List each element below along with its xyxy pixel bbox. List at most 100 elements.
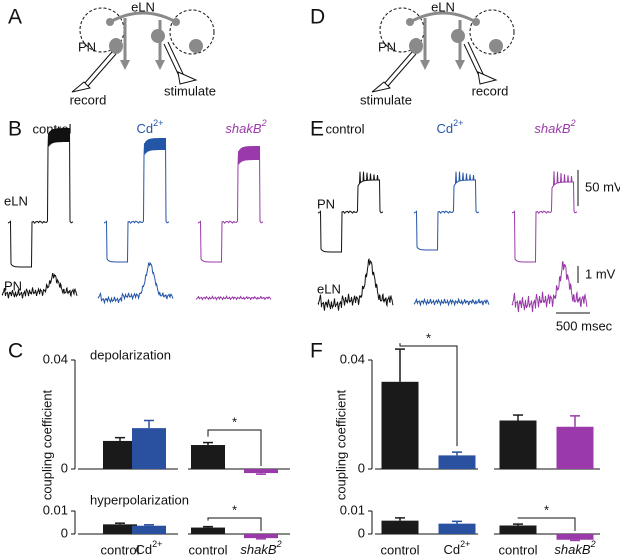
trace bbox=[511, 171, 578, 263]
chart-title: depolarization bbox=[90, 347, 171, 362]
bar bbox=[556, 426, 594, 469]
x-tick-label-sup: 2 bbox=[590, 539, 596, 549]
condition-label-text: shakB bbox=[225, 121, 261, 136]
panel-label: A bbox=[8, 6, 22, 29]
trace bbox=[413, 297, 490, 307]
condition-label-sup: 2 bbox=[570, 118, 576, 128]
y-tick-label: 0.01 bbox=[43, 502, 68, 517]
bar bbox=[103, 524, 137, 534]
x-tick-label-text: shakB bbox=[554, 542, 590, 557]
scale-label: 1 mV bbox=[585, 266, 616, 281]
diagram-label: PN bbox=[378, 39, 396, 54]
bar bbox=[381, 381, 419, 469]
x-tick-label: shakB2 bbox=[240, 539, 281, 557]
y-tick-label: 0 bbox=[61, 525, 68, 540]
condition-label-text: shakB bbox=[534, 121, 570, 136]
y-tick-label: 0.04 bbox=[340, 351, 365, 366]
condition-label-sup: 2+ bbox=[453, 118, 463, 128]
panel-letters: A B C D E F bbox=[8, 6, 325, 363]
diagram-d: eLN PN stimulate record bbox=[360, 0, 516, 107]
x-tick-label-text: Cd bbox=[136, 542, 153, 557]
condition-label: Cd2+ bbox=[437, 118, 464, 136]
diagram-label: eLN bbox=[131, 0, 155, 14]
trace bbox=[7, 127, 74, 268]
bar bbox=[438, 523, 476, 534]
significance-bracket bbox=[517, 517, 576, 531]
significance-label: * bbox=[426, 330, 431, 345]
condition-label-sup: 2 bbox=[261, 118, 267, 128]
condition-label: control bbox=[325, 121, 364, 136]
x-tick-label: Cd2+ bbox=[444, 539, 471, 557]
panel-label: E bbox=[310, 118, 324, 141]
bar bbox=[244, 534, 278, 539]
row-label: PN bbox=[4, 278, 22, 293]
x-tick-label-sup: 2+ bbox=[460, 539, 470, 549]
y-axis-title: coupling coefficient bbox=[39, 389, 54, 500]
row-label: PN bbox=[317, 196, 335, 211]
bar bbox=[132, 525, 166, 534]
bar bbox=[132, 428, 166, 469]
y-tick-label: 0.04 bbox=[43, 351, 68, 366]
x-tick-label: control bbox=[498, 542, 537, 557]
x-tick-label-text: Cd bbox=[444, 542, 461, 557]
bar bbox=[556, 534, 594, 540]
condition-label-text: Cd bbox=[437, 121, 454, 136]
panel-label: D bbox=[310, 6, 325, 29]
bar bbox=[191, 527, 225, 534]
scale-label: 50 mV bbox=[585, 179, 620, 194]
bar bbox=[191, 445, 225, 469]
diagram-label: eLN bbox=[431, 0, 455, 14]
significance-label: * bbox=[544, 502, 549, 517]
trace bbox=[511, 261, 588, 313]
bar bbox=[499, 420, 537, 469]
condition-label: shakB2 bbox=[225, 118, 266, 136]
condition-label-sup: 2+ bbox=[153, 118, 163, 128]
y-tick-label: 0.01 bbox=[340, 502, 365, 517]
condition-label: shakB2 bbox=[534, 118, 575, 136]
significance-label: * bbox=[232, 414, 237, 429]
x-tick-label: Cd2+ bbox=[136, 539, 163, 557]
bar bbox=[244, 469, 278, 474]
diagram-label: stimulate bbox=[164, 83, 216, 98]
y-axis-title: coupling coefficient bbox=[333, 389, 348, 500]
trace bbox=[197, 145, 264, 263]
trace bbox=[317, 171, 384, 253]
x-tick-label: control bbox=[188, 542, 227, 557]
scale-label: 500 msec bbox=[556, 318, 613, 333]
diagram-label: record bbox=[70, 92, 107, 107]
significance-label: * bbox=[232, 502, 237, 517]
significance-bracket bbox=[207, 517, 262, 531]
row-label: eLN bbox=[317, 281, 341, 296]
bar bbox=[438, 455, 476, 469]
trace bbox=[195, 295, 272, 301]
y-tick-label: 0 bbox=[358, 460, 365, 475]
significance-bracket bbox=[207, 429, 262, 466]
panel-label: F bbox=[310, 340, 323, 363]
x-tick-label: control bbox=[100, 542, 139, 557]
significance-bracket bbox=[399, 343, 458, 447]
x-tick-label: shakB2 bbox=[554, 539, 595, 557]
bar bbox=[103, 440, 137, 469]
chart-title: hyperpolarization bbox=[90, 492, 189, 507]
scale-bars: 50 mV 1 mV 500 msec bbox=[556, 170, 620, 333]
x-tick-label-text: shakB bbox=[240, 542, 276, 557]
trace bbox=[317, 258, 394, 311]
bar bbox=[381, 520, 419, 534]
condition-label: Cd2+ bbox=[137, 118, 164, 136]
diagram-a: eLN PN record stimulate bbox=[70, 0, 216, 107]
x-tick-label-sup: 2 bbox=[276, 539, 282, 549]
row-label: eLN bbox=[4, 193, 28, 208]
panel-label: C bbox=[8, 340, 23, 363]
y-tick-label: 0 bbox=[61, 460, 68, 475]
diagram-label: record bbox=[472, 83, 509, 98]
trace bbox=[97, 261, 174, 305]
bar bbox=[499, 525, 537, 534]
x-tick-label-sup: 2+ bbox=[152, 539, 162, 549]
trace bbox=[1, 273, 78, 299]
condition-label-text: Cd bbox=[137, 121, 154, 136]
y-tick-label: 0 bbox=[358, 525, 365, 540]
diagram-label: PN bbox=[78, 39, 96, 54]
trace bbox=[103, 137, 170, 263]
x-tick-label: control bbox=[380, 542, 419, 557]
